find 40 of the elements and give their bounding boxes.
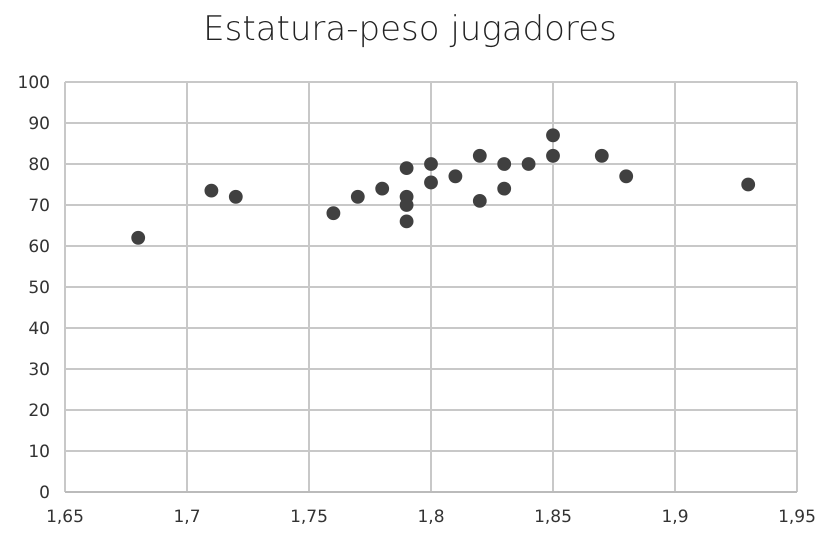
point [472,148,487,163]
chart-title: Estatura-peso jugadores [203,9,617,49]
point [400,161,414,175]
point [619,169,634,184]
point [546,148,560,163]
point [424,176,438,190]
point [326,206,340,220]
x-tick-label: 1,65 [46,507,84,527]
y-tick-label: 70 [28,196,50,216]
x-tick-label: 1,85 [534,507,572,527]
point [350,190,365,204]
y-tick-label: 100 [18,72,50,93]
point [228,190,243,204]
point [375,182,390,196]
x-tick-label: 1,7 [173,507,201,527]
point [594,148,609,163]
point [497,157,512,171]
y-tick-label: 40 [28,318,50,339]
y-tick-label: 30 [28,360,50,380]
y-tick-label: 60 [28,236,50,257]
point [131,230,146,245]
y-tick-label: 90 [28,114,50,134]
y-tick-label: 50 [28,278,50,298]
point [400,214,414,228]
x-tick-label: 1,95 [778,507,816,527]
point [741,178,756,192]
point [472,194,487,208]
point [497,182,512,196]
point [204,184,218,198]
x-tick-label: 1,75 [290,507,328,527]
y-tick-label: 10 [28,442,50,462]
point [424,157,438,171]
x-tick-label: 1,8 [417,507,445,527]
y-tick-label: 0 [39,482,50,503]
x-tick-label: 1,9 [661,507,689,527]
y-tick-label: 80 [28,154,50,175]
point [546,128,560,142]
point [448,169,462,184]
y-tick-label: 20 [28,400,50,421]
point [522,157,536,171]
